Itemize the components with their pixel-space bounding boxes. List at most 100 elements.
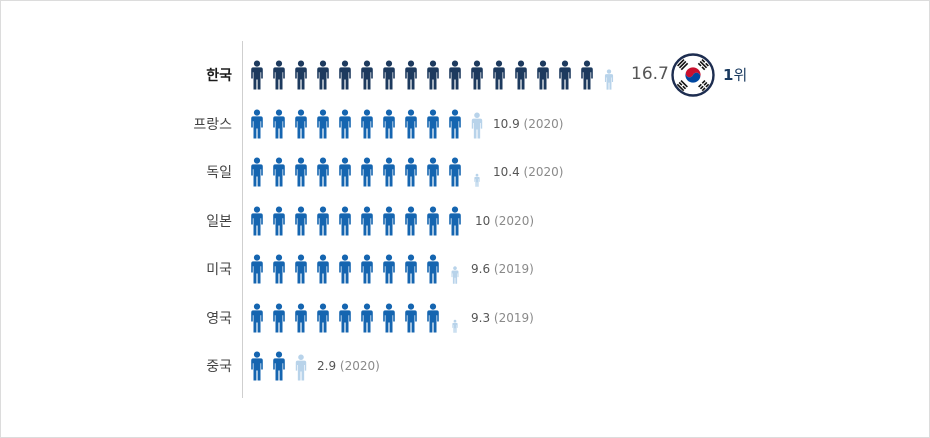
person-icon — [452, 319, 458, 333]
person-icon — [427, 157, 439, 187]
person-icon — [427, 303, 439, 332]
value-number: 10.4 — [493, 165, 520, 179]
person-icon — [251, 254, 263, 284]
person-icon — [405, 303, 417, 332]
person-icon — [405, 157, 417, 187]
korea-flag-icon — [671, 53, 715, 97]
person-icon — [295, 354, 307, 381]
person-icon — [471, 60, 483, 90]
person-icon — [449, 60, 461, 90]
value-number: 9.3 — [471, 310, 491, 325]
person-icon — [317, 206, 329, 235]
person-icon — [339, 254, 351, 284]
person-icon — [581, 60, 593, 90]
country-label: 영국 — [206, 310, 232, 327]
value-number: 9.6 — [471, 262, 491, 276]
person-icon — [474, 173, 480, 187]
person-icon — [361, 254, 373, 284]
person-icon — [317, 157, 329, 187]
person-icon — [339, 303, 351, 332]
person-icon — [251, 206, 263, 235]
person-icon — [273, 351, 285, 381]
vertical-axis-line — [242, 41, 243, 398]
value-label: 2.9 (2020) — [317, 357, 380, 375]
flag-badge — [671, 53, 715, 101]
person-icon — [537, 60, 549, 90]
country-label: 미국 — [206, 262, 232, 278]
person-icon — [405, 60, 417, 90]
year-label: (2019) — [493, 310, 534, 325]
person-icon — [295, 303, 307, 332]
person-icon — [361, 206, 373, 235]
person-icon — [339, 206, 351, 235]
person-icon — [427, 60, 439, 90]
person-icon — [405, 109, 417, 138]
value-label: 9.3 (2019) — [471, 309, 534, 327]
year-label: (2020) — [523, 165, 564, 179]
country-label: 프랑스 — [193, 116, 232, 133]
person-icon — [493, 60, 505, 90]
value-number: 2.9 — [317, 359, 337, 373]
value-number: 16.7 — [631, 64, 669, 84]
country-label: 중국 — [206, 359, 232, 375]
person-icon — [339, 157, 351, 187]
person-icon — [273, 254, 285, 284]
person-icon — [383, 157, 395, 187]
person-icon — [251, 60, 263, 90]
year-label: (2019) — [493, 262, 534, 276]
country-label: 일본 — [206, 213, 232, 230]
person-icon — [317, 109, 329, 138]
person-icon — [295, 157, 307, 187]
person-icon — [405, 206, 417, 235]
person-icon — [449, 206, 461, 235]
person-icon — [317, 254, 329, 284]
value-label: 9.6 (2019) — [471, 260, 534, 278]
year-label: (2020) — [339, 359, 380, 373]
person-icon — [295, 206, 307, 235]
person-icon — [273, 206, 285, 235]
person-icon — [361, 60, 373, 90]
value-number: 10.9 — [493, 116, 520, 131]
person-icon — [317, 303, 329, 332]
value-label: 16.7 — [631, 65, 669, 83]
person-icon — [251, 109, 263, 138]
person-icon — [515, 60, 527, 90]
person-icon — [383, 303, 395, 332]
value-number: 10 — [475, 213, 491, 228]
person-icon — [361, 109, 373, 138]
rank-suffix: 위 — [733, 66, 748, 84]
person-icon — [273, 109, 285, 138]
year-label: (2020) — [523, 116, 564, 131]
person-icon — [295, 60, 307, 90]
person-icon — [273, 60, 285, 90]
rank-label: 1위 — [723, 65, 747, 85]
rank-number: 1 — [723, 66, 734, 84]
person-icon — [273, 157, 285, 187]
country-label: 한국 — [206, 68, 232, 84]
country-label: 독일 — [206, 165, 232, 181]
person-icon — [295, 109, 307, 138]
person-icon — [383, 206, 395, 235]
person-icon — [295, 254, 307, 284]
person-icon — [427, 206, 439, 235]
person-icon — [383, 60, 395, 90]
person-icon — [339, 109, 351, 138]
person-icon — [383, 254, 395, 284]
value-label: 10 (2020) — [475, 212, 534, 230]
value-label: 10.4 (2020) — [493, 163, 563, 181]
person-icon — [251, 351, 263, 381]
value-label: 10.9 (2020) — [493, 115, 563, 133]
person-icon — [339, 60, 351, 90]
person-icon — [451, 266, 459, 284]
person-icon — [405, 254, 417, 284]
person-icon — [471, 111, 483, 139]
person-icon — [273, 303, 285, 332]
person-icon — [427, 109, 439, 138]
person-icon — [383, 109, 395, 138]
person-icon — [449, 157, 461, 187]
person-icon — [317, 60, 329, 90]
year-label: (2020) — [494, 213, 535, 228]
person-icon — [251, 157, 263, 187]
person-icon — [251, 303, 263, 332]
person-icon — [559, 60, 571, 90]
